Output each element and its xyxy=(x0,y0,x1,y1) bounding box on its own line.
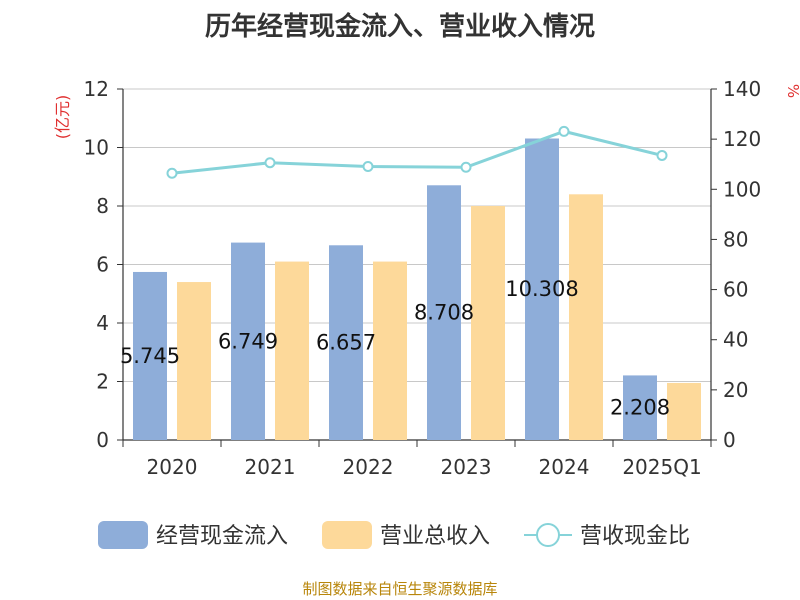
ratio-point xyxy=(166,167,178,179)
right-axis-tick-label: 140 xyxy=(723,77,761,101)
left-axis-tick-label: 6 xyxy=(96,253,109,277)
right-axis-tick-label: 20 xyxy=(723,378,748,402)
bar-data-label: 8.708 xyxy=(414,301,474,325)
legend-label: 经营现金流入 xyxy=(156,524,288,549)
bar-revenue xyxy=(471,206,505,440)
left-axis-tick-label: 12 xyxy=(84,77,109,101)
bar-cash-inflow xyxy=(525,138,559,440)
legend-label: 营收现金比 xyxy=(580,524,690,549)
bar-data-label: 6.749 xyxy=(218,329,278,353)
left-axis-label: (亿元) xyxy=(53,95,72,140)
bar-cash-inflow xyxy=(427,185,461,440)
right-axis-tick-label: 120 xyxy=(723,127,761,151)
chart-title: 历年经营现金流入、营业收入情况 xyxy=(204,12,595,42)
x-axis-tick-label: 2023 xyxy=(441,455,492,479)
right-axis-tick-label: 80 xyxy=(723,227,748,251)
x-axis-tick-label: 2024 xyxy=(539,455,590,479)
source-note: 制图数据来自恒生聚源数据库 xyxy=(302,580,498,598)
ratio-line xyxy=(171,129,663,175)
x-axis-tick-label: 2020 xyxy=(147,455,198,479)
right-axis-tick-label: 100 xyxy=(723,177,761,201)
left-axis-tick-label: 10 xyxy=(84,136,109,160)
ratio-point xyxy=(460,161,472,173)
bar-cash-inflow xyxy=(623,375,657,440)
left-axis-tick-label: 2 xyxy=(96,370,109,394)
legend-label: 营业总收入 xyxy=(380,524,490,549)
legend-swatch-marker xyxy=(536,523,560,547)
ratio-point xyxy=(558,125,570,137)
bar-data-label: 5.745 xyxy=(120,344,180,368)
bar-revenue xyxy=(667,382,701,440)
bar-revenue xyxy=(275,261,309,440)
bar-cash-inflow xyxy=(329,245,363,440)
right-axis-tick-label: 60 xyxy=(723,278,748,302)
left-axis-tick-label: 8 xyxy=(96,194,109,218)
bar-cash-inflow xyxy=(231,242,265,440)
bar-data-label: 6.657 xyxy=(316,331,376,355)
bar-revenue xyxy=(373,261,407,440)
ratio-point xyxy=(264,157,276,169)
right-axis-tick-label: 40 xyxy=(723,328,748,352)
bar-cash-inflow xyxy=(133,271,167,440)
ratio-point xyxy=(362,160,374,172)
legend-swatch-bar xyxy=(322,521,372,549)
bar-revenue xyxy=(177,282,211,440)
ratio-point xyxy=(656,149,668,161)
right-axis-tick-label: 0 xyxy=(723,428,736,452)
left-axis-tick-label: 0 xyxy=(96,428,109,452)
bar-revenue xyxy=(569,194,603,440)
right-axis-label: % xyxy=(784,84,800,98)
bar-data-label: 2.208 xyxy=(610,396,670,420)
x-axis-tick-label: 2025Q1 xyxy=(622,455,701,479)
left-axis-tick-label: 4 xyxy=(96,311,109,335)
legend-swatch-bar xyxy=(98,521,148,549)
x-axis-tick-label: 2021 xyxy=(245,455,296,479)
x-axis-tick-label: 2022 xyxy=(343,455,394,479)
bar-data-label: 10.308 xyxy=(505,277,578,301)
